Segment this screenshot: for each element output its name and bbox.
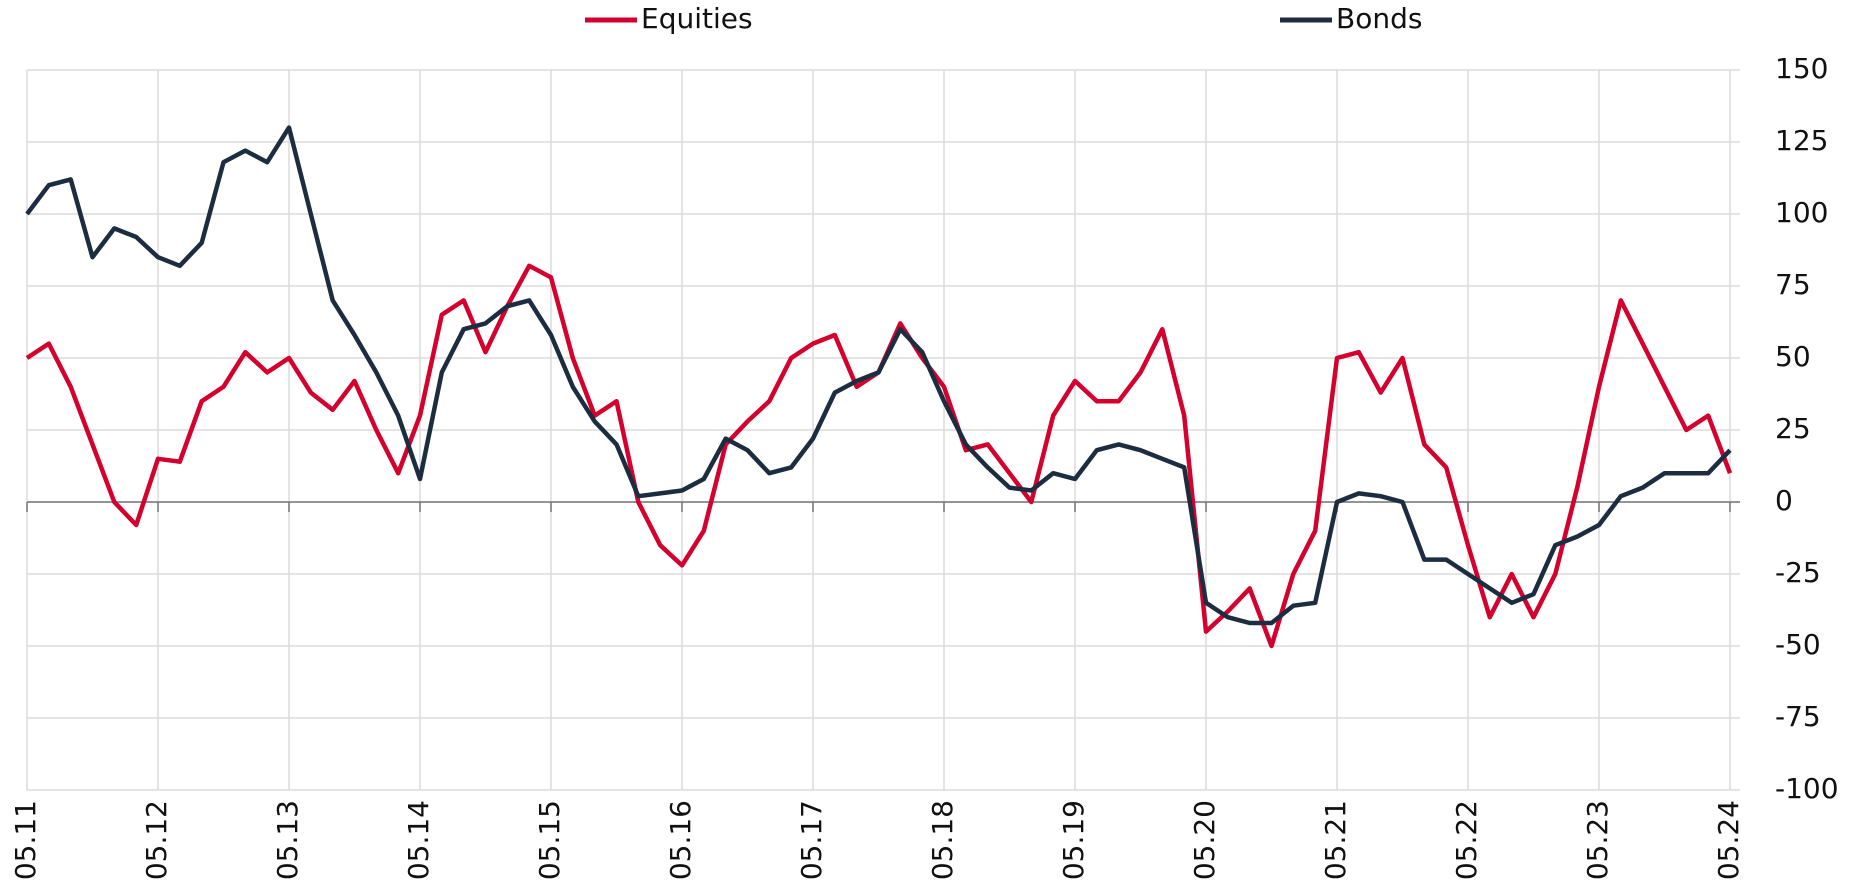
legend-label: Equities bbox=[641, 2, 753, 35]
series-line bbox=[25, 125, 1732, 626]
y-tick-label: 100 bbox=[1775, 196, 1828, 229]
x-tick-label: 05.22 bbox=[1450, 800, 1483, 880]
x-tick-label: 05.21 bbox=[1319, 800, 1352, 880]
x-tick-label: 05.19 bbox=[1057, 800, 1090, 880]
y-tick-label: 125 bbox=[1775, 124, 1828, 157]
x-tick-label: 05.23 bbox=[1581, 800, 1614, 880]
x-tick-label: 05.24 bbox=[1712, 800, 1745, 880]
series-line bbox=[25, 263, 1733, 649]
y-tick-label: 150 bbox=[1775, 52, 1828, 85]
y-tick-label: -100 bbox=[1775, 772, 1839, 805]
y-tick-label: 50 bbox=[1775, 340, 1811, 373]
x-tick-label: 05.15 bbox=[533, 800, 566, 880]
y-tick-label: -75 bbox=[1775, 700, 1821, 733]
x-tick-label: 05.16 bbox=[664, 800, 697, 880]
legend-label: Bonds bbox=[1336, 2, 1422, 35]
y-tick-label: -25 bbox=[1775, 556, 1821, 589]
x-tick-label: 05.18 bbox=[926, 800, 959, 880]
y-tick-label: 25 bbox=[1775, 412, 1811, 445]
y-tick-label: 75 bbox=[1775, 268, 1811, 301]
x-tick-label: 05.14 bbox=[402, 800, 435, 880]
x-tick-label: 05.11 bbox=[9, 800, 42, 880]
y-tick-label: -50 bbox=[1775, 628, 1821, 661]
x-tick-label: 05.17 bbox=[795, 800, 828, 880]
x-tick-label: 05.13 bbox=[271, 800, 304, 880]
y-tick-label: 0 bbox=[1775, 484, 1793, 517]
x-tick-label: 05.12 bbox=[140, 800, 173, 880]
x-tick-label: 05.20 bbox=[1188, 800, 1221, 880]
